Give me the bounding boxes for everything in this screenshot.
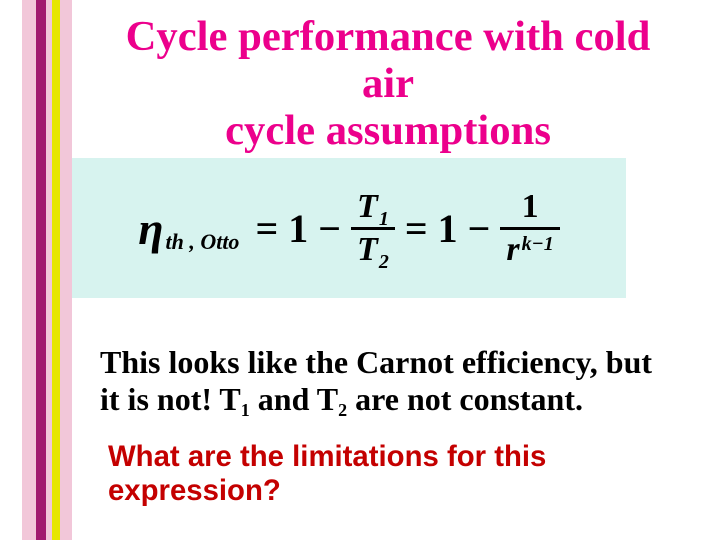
equals-2: = [405,205,428,252]
note-t2: T2 [317,381,347,417]
one-1: 1 [288,205,308,252]
explanatory-note: This looks like the Carnot efficiency, b… [100,344,660,418]
frac2-num: 1 [516,190,545,224]
frac1-den-var: T [357,231,378,268]
stripe-segment [60,0,72,540]
fraction-t1-t2: T1 T2 [351,190,395,267]
question-text: What are the limitations for this expres… [108,440,668,508]
note-t1-sub: 1 [241,400,250,420]
slide-title: Cycle performance with cold air cycle as… [108,14,668,155]
note-t2-sub: 2 [338,400,347,420]
frac2-den: rk−1 [500,233,559,267]
fraction-1-over-r: 1 rk−1 [500,190,559,267]
otto-efficiency-equation: η th , Otto = 1 − T1 T2 = 1 − 1 rk−1 [138,190,560,267]
eta-subscript: th , Otto [165,229,239,255]
title-line-2: cycle assumptions [225,107,551,154]
stripe-segment [52,0,60,540]
equals-1: = [255,205,278,252]
frac1-den: T2 [351,233,395,267]
minus-2: − [468,205,491,252]
stripe-segment [36,0,46,540]
frac1-num: T1 [351,190,395,224]
frac2-den-var: r [506,231,519,268]
frac1-num-sub: 1 [379,208,389,230]
frac2-den-sup: k−1 [522,233,554,255]
note-t2-var: T [317,381,338,417]
equation-box: η th , Otto = 1 − T1 T2 = 1 − 1 rk−1 [72,158,626,298]
symbol-eta: η [138,202,163,255]
note-t1: T1 [219,381,249,417]
one-2: 1 [438,205,458,252]
title-line-1: Cycle performance with cold air [126,13,651,107]
minus-1: − [318,205,341,252]
decorative-left-stripe [0,0,72,540]
note-suffix: are not constant. [347,381,583,417]
note-mid: and [250,381,317,417]
stripe-segment [22,0,36,540]
note-t1-var: T [219,381,240,417]
frac1-num-var: T [357,188,378,225]
frac1-den-sub: 2 [379,251,389,273]
frac2-bar [500,227,559,230]
